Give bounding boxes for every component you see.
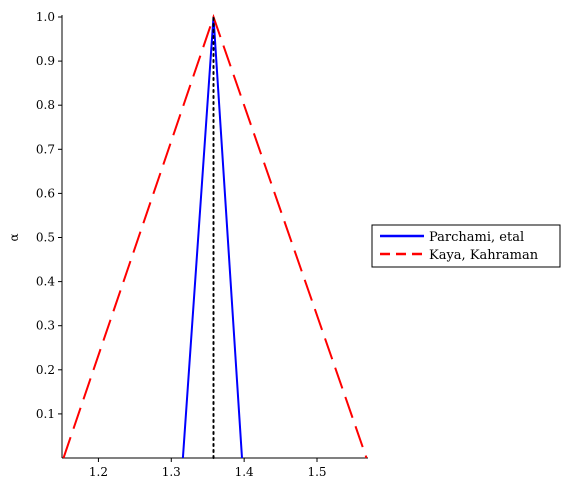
legend-box — [371, 224, 561, 268]
y-tick-label: 0.2 — [36, 363, 55, 377]
legend-label: Kaya, Kahraman — [429, 248, 539, 263]
y-tick-label: 0.5 — [36, 231, 55, 245]
y-tick-label: 0.8 — [36, 98, 55, 112]
x-tick-label: 1.2 — [89, 465, 108, 479]
y-tick-label: 0.1 — [36, 407, 55, 421]
x-tick-label: 1.3 — [162, 465, 181, 479]
y-tick-label: 0.4 — [36, 275, 55, 289]
series-line-parchami-etal — [181, 16, 243, 459]
y-tick-label: 0.7 — [36, 142, 55, 156]
legend: Parchami, etal Kaya, Kahraman — [371, 224, 561, 268]
axes: 0.1 0.2 0.3 0.4 0.5 0.6 0.7 0.8 0.9 1.0 1.2 1.3 1.4 1… — [7, 10, 368, 479]
series-layer — [62, 13, 368, 459]
y-axis-label: α — [7, 233, 21, 241]
y-tick-label: 1.0 — [36, 10, 55, 24]
y-tick-label: 0.3 — [36, 319, 55, 333]
x-tick-label: 1.4 — [235, 465, 254, 479]
series-line-kaya-kahraman — [62, 13, 368, 459]
y-tick-label: 0.9 — [36, 54, 55, 68]
legend-label: Parchami, etal — [429, 230, 524, 245]
x-tick-label: 1.5 — [307, 465, 326, 479]
y-tick-label: 0.6 — [36, 186, 55, 200]
